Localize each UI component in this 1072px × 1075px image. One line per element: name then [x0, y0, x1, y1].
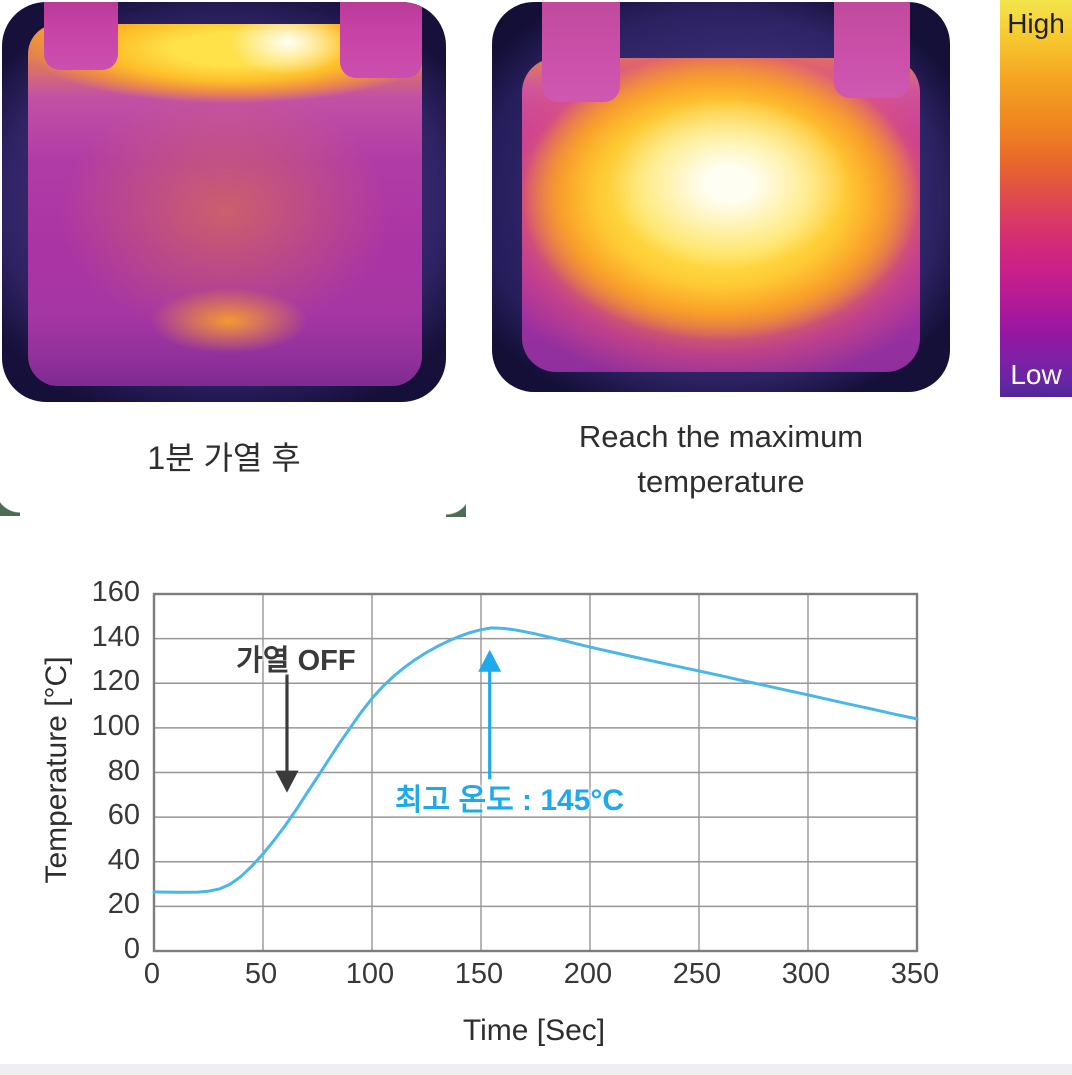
x-tick-label: 50	[244, 958, 278, 990]
battery-tab-left	[44, 2, 118, 70]
colorbar-low-label: Low	[1010, 359, 1062, 390]
x-axis-label: Time [Sec]	[462, 1014, 606, 1047]
card-corner-accent-left	[0, 488, 20, 516]
x-tick-label: 100	[345, 958, 395, 990]
max-temp-arrow-head	[478, 649, 502, 672]
thermal-image-after-1min	[2, 2, 446, 402]
caption-max-temp-line2: temperature	[637, 464, 805, 499]
battery-tab-right	[834, 2, 910, 98]
x-tick-label: 250	[672, 958, 722, 990]
thermal-image-max-temp	[492, 2, 950, 392]
x-tick-label: 150	[454, 958, 504, 990]
y-tick-label: 100	[91, 709, 140, 742]
y-tick-label: 80	[107, 754, 140, 787]
heating-off-arrow-head	[275, 770, 299, 793]
y-tick-label: 40	[107, 843, 140, 876]
y-axis-label: Temperature [°C]	[40, 656, 73, 884]
battery-tab-right	[340, 2, 422, 78]
chart-plot-area	[152, 592, 919, 953]
max-temp-label: 최고 온도 : 145°C	[394, 784, 625, 818]
caption-max-temp-line1: Reach the maximum	[578, 419, 864, 454]
caption-max-temp: Reach the maximum temperature	[492, 414, 950, 504]
y-tick-label: 160	[91, 576, 140, 608]
battery-cell-body	[28, 24, 422, 386]
y-tick-label: 0	[123, 933, 140, 965]
thermal-colorbar: High Low	[1000, 0, 1072, 397]
heating-off-label: 가열 OFF	[236, 644, 356, 677]
footer-bar	[0, 1064, 1072, 1075]
x-tick-label: 350	[890, 958, 940, 990]
plot-border	[152, 592, 919, 953]
temperature-curve	[152, 626, 919, 894]
battery-tab-left	[542, 2, 620, 102]
y-tick-label: 60	[107, 799, 140, 832]
x-tick-label: 0	[143, 958, 161, 990]
x-tick-label: 200	[563, 958, 613, 990]
caption-after-1min: 1분 가열 후	[147, 440, 301, 476]
battery-cell-body	[522, 58, 920, 372]
colorbar-high-label: High	[1007, 8, 1065, 39]
y-tick-label: 120	[91, 665, 140, 698]
x-tick-label: 300	[781, 958, 831, 990]
card-corner-accent-right	[446, 490, 466, 517]
y-tick-label: 20	[107, 888, 140, 921]
y-tick-label: 140	[91, 620, 140, 653]
